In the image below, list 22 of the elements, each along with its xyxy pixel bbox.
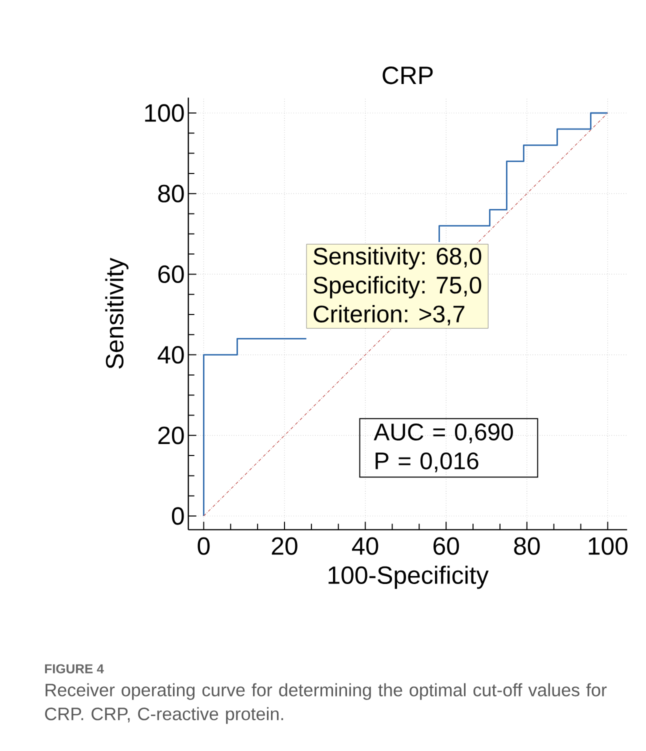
x-tick-label: 60: [434, 537, 459, 555]
x-tick-label: 40: [352, 537, 378, 555]
x-axis-title: 100-Specificity: [328, 566, 489, 589]
x-tick-label: 100: [588, 537, 628, 555]
y-tick-label: 80: [158, 184, 184, 202]
x-tick-label: 20: [272, 537, 298, 555]
annotation: AUC = 0,690: [374, 424, 513, 444]
annotation: Specificity: 75,0: [314, 276, 482, 298]
text: Receiver operating curve for determining the optimal cut-off values for CRP. CRP, C-reactive protein.: [45, 683, 607, 724]
y-tick-label: 0: [172, 507, 184, 525]
annotation: Criterion: >3,7: [314, 304, 464, 326]
x-tick-label: 80: [514, 537, 540, 555]
caption: FIGURE 4: [45, 664, 104, 674]
y-tick-label: 40: [158, 346, 184, 364]
y-tick-label: 20: [158, 426, 184, 444]
y-tick-label: 100: [145, 104, 184, 122]
annotation: Sensitivity: 68,0: [314, 247, 482, 270]
chart-title: CRP: [382, 66, 433, 84]
annotation: P = 0,016: [376, 452, 478, 472]
x-tick-label: 0: [198, 537, 210, 555]
y-axis-title: Sensitivity: [105, 258, 128, 369]
y-tick-label: 60: [158, 265, 184, 284]
